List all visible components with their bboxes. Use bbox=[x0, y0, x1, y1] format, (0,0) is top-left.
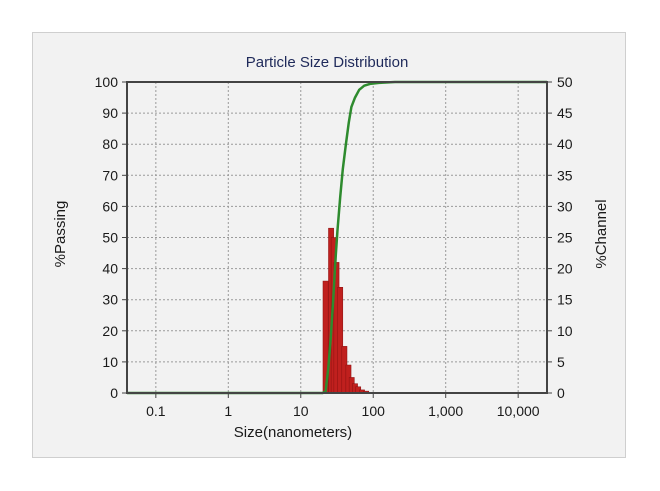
left-tick-label: 70 bbox=[102, 167, 118, 183]
right-tick-label: 15 bbox=[557, 292, 573, 308]
left-tick-label: 0 bbox=[110, 385, 118, 401]
chart-frame: Particle Size Distribution 0 10 20 30 40 50 60… bbox=[32, 32, 626, 458]
passing-curve bbox=[127, 80, 547, 395]
left-tick-label: 10 bbox=[102, 354, 118, 370]
passing-line bbox=[127, 80, 547, 395]
right-tick-label: 25 bbox=[557, 230, 573, 246]
x-axis-title: Size(nanometers) bbox=[234, 424, 352, 441]
x-tick-label: 10,000 bbox=[497, 403, 540, 419]
x-tick-label: 0.1 bbox=[146, 403, 166, 419]
right-tick-label: 5 bbox=[557, 354, 565, 370]
right-tick-label: 45 bbox=[557, 105, 573, 121]
left-y-axis-ticks: 0 10 20 30 40 50 60 70 80 90 100 bbox=[95, 74, 127, 401]
chart-title: Particle Size Distribution bbox=[246, 54, 409, 71]
right-tick-label: 0 bbox=[557, 385, 565, 401]
x-tick-label: 1 bbox=[224, 403, 232, 419]
left-tick-label: 20 bbox=[102, 323, 118, 339]
right-tick-label: 50 bbox=[557, 74, 573, 90]
right-tick-label: 30 bbox=[557, 198, 573, 214]
particle-size-chart: Particle Size Distribution 0102030405060… bbox=[52, 54, 610, 441]
x-tick-label: 10 bbox=[293, 403, 309, 419]
channel-bars bbox=[322, 227, 370, 394]
right-tick-label: 20 bbox=[557, 261, 573, 277]
right-y-axis-title: %Channel bbox=[593, 199, 610, 268]
left-tick-label: 40 bbox=[102, 261, 118, 277]
left-tick-label: 30 bbox=[102, 292, 118, 308]
left-tick-label: 60 bbox=[102, 198, 118, 214]
x-axis-ticks: 0.1 1 10 100 1,000 10,000 bbox=[146, 393, 540, 419]
right-tick-label: 10 bbox=[557, 323, 573, 339]
right-tick-label: 35 bbox=[557, 167, 573, 183]
right-tick-label: 40 bbox=[557, 136, 573, 152]
right-y-axis-ticks: 0 5 10 15 20 25 30 35 40 45 50 bbox=[547, 74, 573, 401]
left-tick-label: 90 bbox=[102, 105, 118, 121]
left-tick-label: 80 bbox=[102, 136, 118, 152]
left-y-axis-title: %Passing bbox=[52, 201, 69, 268]
x-tick-label: 100 bbox=[362, 403, 386, 419]
left-tick-label: 100 bbox=[95, 74, 119, 90]
x-tick-label: 1,000 bbox=[428, 403, 463, 419]
left-tick-label: 50 bbox=[102, 230, 118, 246]
